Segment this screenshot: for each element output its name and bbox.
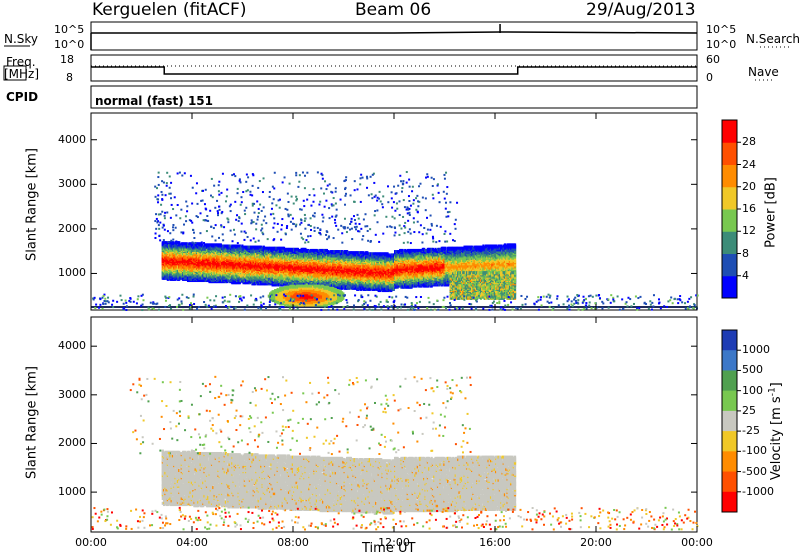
freq-trace: [91, 67, 697, 74]
freq-unit-box: [4, 66, 26, 80]
nsky-panel: [91, 22, 697, 50]
cpid-panel: [91, 86, 697, 108]
freq-panel: [91, 55, 697, 81]
nsky-trace: [91, 32, 697, 33]
